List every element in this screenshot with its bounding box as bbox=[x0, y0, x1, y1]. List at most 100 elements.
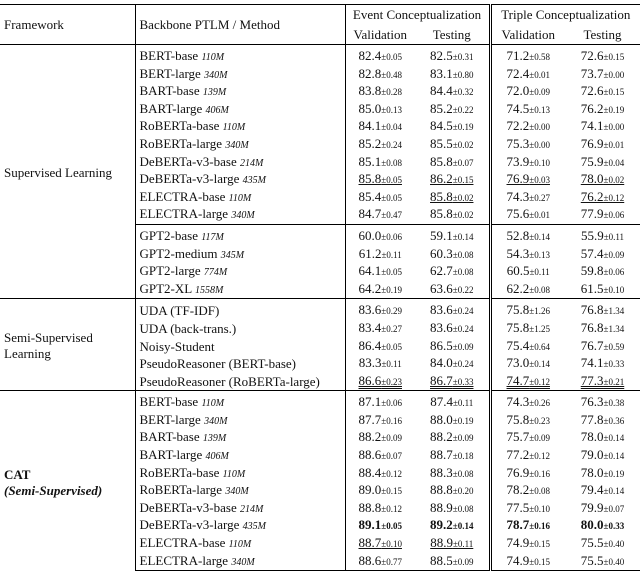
score-std: ±0.09 bbox=[381, 433, 402, 444]
method-cell: BART-base 139M bbox=[134, 429, 345, 448]
score-std: ±0.08 bbox=[452, 267, 474, 278]
score-std: ±0.12 bbox=[381, 503, 402, 514]
score-value: 86.7 bbox=[430, 372, 453, 388]
score-cell: 86.5±0.09 bbox=[415, 338, 490, 356]
framework-label: Semi-Supervised Learning bbox=[4, 330, 93, 362]
method-cell: PseudoReasoner (BERT-base) bbox=[134, 355, 345, 373]
score-cell: 62.2±0.08 bbox=[488, 280, 565, 299]
table-row: Semi-Supervised Learning UDA (TF-IDF) 83.6… bbox=[0, 298, 640, 391]
score-cell: 74.1±0.33 bbox=[565, 355, 640, 373]
score-value: 75.3 bbox=[506, 135, 530, 151]
score-cell: 74.3±0.26 bbox=[488, 390, 565, 412]
method-cell: DeBERTa-v3-base 214M bbox=[134, 499, 345, 518]
score-cell: 64.2±0.19 bbox=[344, 280, 415, 299]
score-cell: 76.8±1.34 bbox=[565, 320, 640, 338]
score-value: 75.6 bbox=[506, 206, 530, 222]
score-cell: 76.3±0.38 bbox=[565, 390, 640, 412]
method-cell: ELECTRA-base 110M bbox=[134, 188, 345, 207]
score-std: ±0.05 bbox=[381, 175, 402, 186]
method-name: UDA (back-trans.) bbox=[139, 320, 237, 336]
score-value: 86.4 bbox=[358, 337, 382, 353]
score-std: ±0.08 bbox=[452, 249, 474, 260]
model-size: 340M bbox=[204, 69, 228, 81]
score-std: ±0.33 bbox=[603, 359, 625, 370]
score-cell: 75.6±0.01 bbox=[488, 206, 565, 225]
score-cell: 88.8±0.12 bbox=[344, 499, 415, 518]
table-row: GPT2-medium 345M 61.2±0.11 60.3±0.08 54.3±0… bbox=[0, 245, 640, 264]
score-value: 83.6 bbox=[430, 302, 453, 318]
model-size: 110M bbox=[228, 192, 252, 204]
score-std: ±0.15 bbox=[381, 486, 402, 497]
model-size: 345M bbox=[220, 249, 245, 261]
score-value: 78.0 bbox=[580, 171, 604, 187]
score-cell: 78.7±0.16 bbox=[488, 517, 565, 536]
score-std: ±0.24 bbox=[452, 306, 474, 317]
score-cell: 54.3±0.13 bbox=[488, 245, 565, 264]
method-name: BART-large bbox=[139, 100, 203, 116]
score-cell: 88.5±0.09 bbox=[415, 552, 490, 571]
score-std: ±0.10 bbox=[529, 157, 550, 168]
method-name: ELECTRA-base bbox=[139, 535, 226, 551]
score-std: ±0.24 bbox=[452, 359, 474, 370]
score-cell: 73.0±0.14 bbox=[488, 355, 565, 373]
score-value: 60.5 bbox=[506, 263, 530, 279]
score-value: 62.7 bbox=[430, 263, 453, 279]
score-std: ±0.20 bbox=[452, 486, 474, 497]
method-name: GPT2-base bbox=[139, 227, 199, 243]
method-name: BERT-base bbox=[139, 394, 199, 410]
score-value: 61.5 bbox=[580, 280, 604, 296]
method-name: PseudoReasoner (BERT-base) bbox=[139, 356, 297, 372]
score-value: 74.3 bbox=[506, 188, 530, 204]
score-std: ±0.06 bbox=[603, 210, 625, 221]
score-value: 76.7 bbox=[580, 337, 604, 353]
score-std: ±0.01 bbox=[529, 210, 550, 221]
score-value: 54.3 bbox=[506, 245, 530, 261]
method-name: GPT2-medium bbox=[139, 245, 218, 261]
column-header: Validation bbox=[344, 25, 415, 45]
score-cell: 77.8±0.36 bbox=[565, 412, 640, 430]
method-name: BERT-base bbox=[139, 48, 199, 63]
model-size: 435M bbox=[242, 175, 266, 187]
score-std: ±0.08 bbox=[452, 503, 474, 514]
score-std: ±0.14 bbox=[452, 521, 474, 532]
score-cell: 85.0±0.13 bbox=[344, 100, 415, 119]
table-row: ELECTRA-base 110M 85.4±0.05 85.8±0.02 74.3±… bbox=[0, 188, 640, 207]
score-cell: 74.7±0.12 bbox=[488, 372, 565, 391]
score-std: ±0.19 bbox=[603, 104, 625, 115]
score-cell: 79.0±0.14 bbox=[565, 447, 640, 465]
method-name: BART-large bbox=[139, 447, 203, 463]
model-size: 139M bbox=[202, 87, 227, 99]
model-size: 110M bbox=[228, 539, 252, 551]
score-std: ±0.19 bbox=[603, 468, 625, 479]
score-value: 63.6 bbox=[430, 280, 453, 296]
method-name: PseudoReasoner (RoBERTa-large) bbox=[139, 373, 320, 389]
score-cell: 78.0±0.19 bbox=[565, 465, 640, 483]
score-value: 60.0 bbox=[358, 227, 382, 243]
score-value: 87.7 bbox=[358, 411, 382, 427]
method-name: RoBERTa-large bbox=[139, 135, 223, 151]
score-std: ±0.08 bbox=[452, 468, 474, 479]
score-std: ±0.80 bbox=[452, 69, 474, 80]
method-cell: GPT2-medium 345M bbox=[134, 245, 345, 264]
score-cell: 88.6±0.07 bbox=[344, 447, 415, 465]
table-row: PseudoReasoner (BERT-base) 83.3±0.11 84.0±… bbox=[0, 355, 640, 373]
score-value: 77.5 bbox=[506, 499, 530, 515]
score-std: ±0.22 bbox=[452, 104, 474, 115]
score-value: 84.4 bbox=[430, 83, 453, 99]
framework-label: Supervised Learning bbox=[4, 165, 112, 181]
score-cell: 85.8±0.05 bbox=[344, 171, 415, 189]
score-value: 72.2 bbox=[506, 118, 530, 134]
score-value: 72.6 bbox=[580, 48, 604, 63]
score-value: 84.1 bbox=[358, 118, 382, 134]
triple-header: Triple Conceptualization bbox=[488, 4, 640, 25]
table-row: GPT2-base 117M 60.0±0.06 59.1±0.14 52.8±0.1… bbox=[0, 223, 640, 246]
score-std: ±1.34 bbox=[603, 306, 625, 317]
score-value: 88.5 bbox=[430, 552, 453, 568]
results-table: Framework Backbone PTLM / Method Event C… bbox=[0, 4, 640, 571]
score-cell: 82.8±0.48 bbox=[344, 65, 415, 84]
method-name: BART-base bbox=[139, 429, 200, 445]
score-cell: 79.9±0.07 bbox=[565, 500, 640, 518]
score-cell: 83.6±0.29 bbox=[344, 298, 415, 320]
table-row: BERT-large 340M 87.7±0.16 88.0±0.19 75.8±0.… bbox=[0, 411, 640, 430]
method-cell: BERT-base 110M bbox=[134, 390, 345, 412]
